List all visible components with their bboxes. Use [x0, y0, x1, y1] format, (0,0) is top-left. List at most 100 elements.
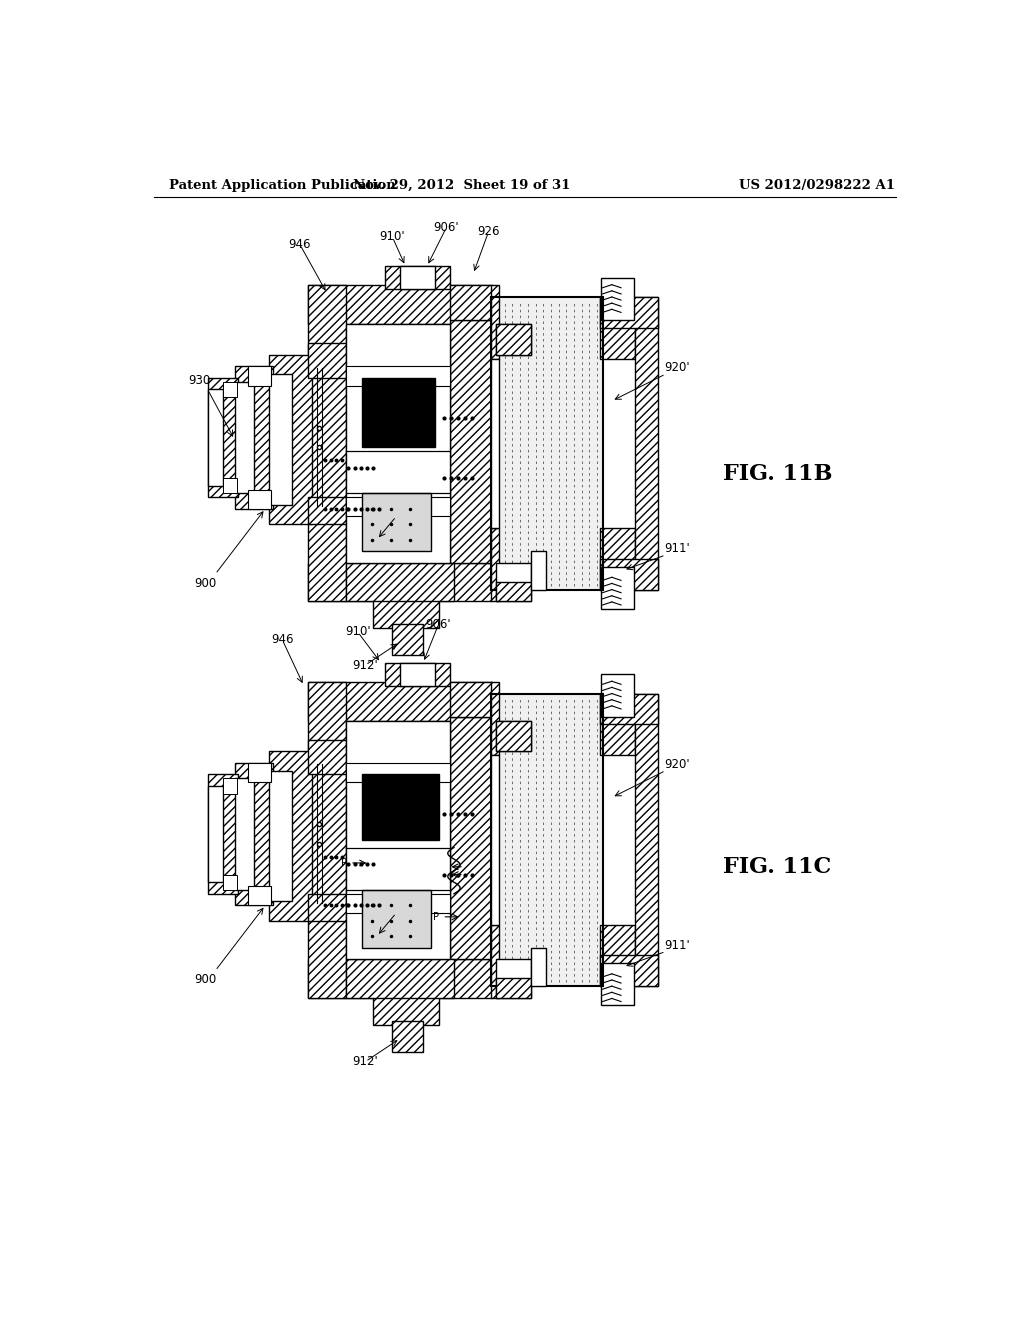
Bar [601, 566, 634, 609]
Bar [490, 693, 602, 986]
Bar [451, 717, 493, 960]
Bar [490, 285, 499, 359]
Text: 926: 926 [477, 224, 500, 238]
Bar [307, 960, 493, 998]
Bar [635, 297, 658, 590]
Text: 906': 906' [433, 222, 459, 234]
Text: 912': 912' [352, 1055, 378, 1068]
Bar [490, 924, 499, 998]
Text: 910': 910' [380, 231, 406, 243]
Bar [635, 693, 658, 986]
Bar [373, 994, 438, 1024]
Text: 911': 911' [665, 939, 690, 952]
Bar [531, 948, 547, 986]
Text: 911': 911' [665, 543, 690, 556]
Text: 946: 946 [289, 238, 311, 251]
Bar [392, 1020, 423, 1052]
Text: 920': 920' [665, 362, 690, 375]
Text: P: P [433, 912, 439, 921]
Bar [249, 763, 271, 781]
Bar [373, 598, 438, 628]
Bar [208, 785, 223, 882]
Bar [385, 267, 451, 289]
Bar [600, 297, 658, 327]
Bar [361, 775, 438, 840]
Bar [600, 693, 635, 755]
Bar [346, 721, 451, 960]
Bar [269, 374, 292, 506]
Bar [490, 693, 602, 986]
Bar [600, 924, 635, 986]
Text: Patent Application Publication: Patent Application Publication [169, 178, 396, 191]
Text: 906': 906' [426, 618, 452, 631]
Bar [269, 751, 311, 921]
Bar [600, 956, 658, 986]
Bar [223, 478, 237, 494]
Bar [497, 721, 531, 751]
Bar [400, 267, 435, 289]
Text: 930: 930 [188, 374, 211, 387]
Bar [400, 663, 435, 686]
Bar [346, 498, 451, 516]
Bar [600, 297, 635, 359]
Text: 912': 912' [352, 659, 378, 672]
Bar [307, 498, 346, 524]
Bar [249, 367, 271, 385]
Bar [490, 297, 602, 590]
Bar [208, 775, 239, 894]
Bar [451, 682, 493, 717]
Bar [601, 675, 634, 717]
Text: P: P [341, 858, 347, 869]
Bar [385, 663, 451, 686]
Text: FIG. 11C: FIG. 11C [723, 855, 831, 878]
Bar [451, 321, 493, 562]
Bar [490, 682, 499, 755]
Bar [497, 562, 531, 601]
Bar [601, 277, 634, 321]
Bar [497, 721, 531, 751]
Bar [269, 771, 292, 902]
Bar [346, 367, 451, 385]
Text: 946: 946 [271, 634, 294, 647]
Bar [497, 960, 531, 998]
Bar [451, 285, 493, 321]
Bar [208, 389, 223, 486]
Bar [208, 378, 239, 498]
Bar [392, 624, 423, 655]
Text: FIG. 11B: FIG. 11B [723, 463, 833, 486]
Bar [307, 562, 493, 601]
Bar [223, 779, 237, 793]
Bar [307, 894, 346, 921]
Bar [361, 378, 435, 447]
Bar [601, 964, 634, 1006]
Bar [497, 323, 531, 355]
Bar [490, 359, 499, 528]
Bar [307, 739, 346, 775]
Bar [497, 978, 531, 998]
Bar [223, 381, 237, 397]
Bar [346, 562, 454, 601]
Bar [307, 682, 493, 721]
Bar [361, 890, 431, 948]
Bar [361, 494, 431, 552]
Bar [249, 490, 271, 508]
Bar [269, 355, 311, 524]
Bar [234, 366, 273, 508]
Bar [307, 343, 346, 378]
Text: Nov. 29, 2012  Sheet 19 of 31: Nov. 29, 2012 Sheet 19 of 31 [353, 178, 570, 191]
Text: US 2012/0298222 A1: US 2012/0298222 A1 [739, 178, 895, 191]
Bar [346, 894, 451, 913]
Text: 900: 900 [195, 973, 216, 986]
Text: 910': 910' [345, 626, 371, 639]
Bar [346, 763, 451, 781]
Text: 900: 900 [195, 577, 216, 590]
Bar [490, 528, 499, 601]
Bar [234, 779, 254, 890]
Bar [234, 763, 273, 906]
Bar [346, 960, 454, 998]
Bar [234, 381, 254, 494]
Bar [346, 323, 451, 562]
Text: 920': 920' [665, 758, 690, 771]
Bar [307, 285, 346, 601]
Bar [490, 755, 499, 924]
